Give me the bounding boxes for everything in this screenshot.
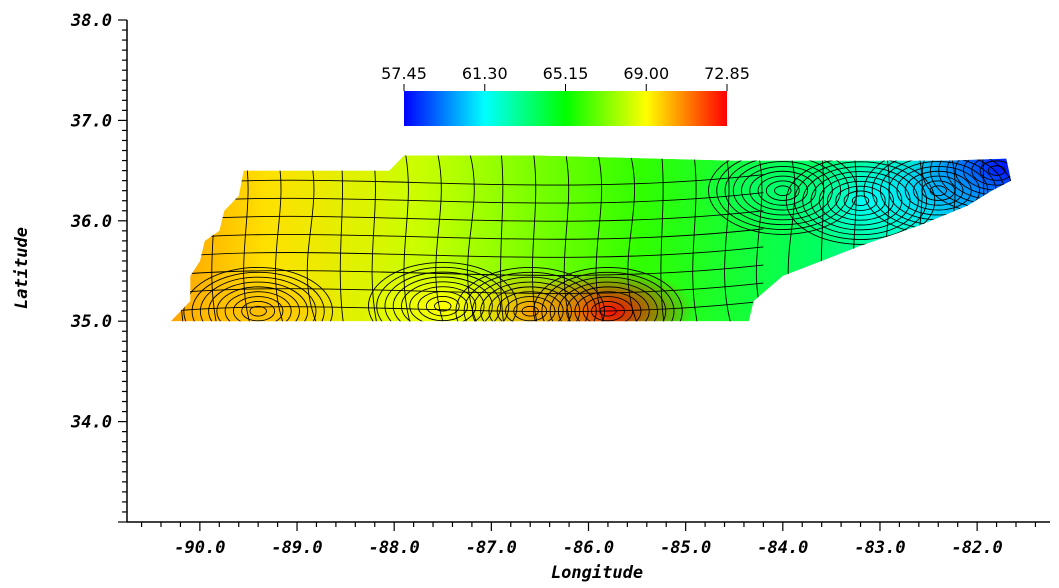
contour-ring: [249, 305, 267, 317]
contour-line: [563, 155, 572, 322]
contour-ring: [183, 266, 333, 322]
contour-ring: [367, 261, 518, 322]
contour-ring: [708, 155, 858, 235]
contour-line: [531, 155, 539, 322]
contour-ring: [732, 161, 833, 221]
contour-ring: [757, 175, 809, 206]
contour-ring: [741, 165, 825, 216]
x-axis-title: Longitude: [551, 563, 643, 583]
colorbar-tick-label: 69.00: [623, 64, 669, 83]
contour-ring: [376, 266, 510, 322]
contour-line: [170, 192, 764, 204]
contour-ring: [434, 300, 452, 312]
contour-ring: [827, 180, 895, 221]
y-tick-label: 38.0: [70, 11, 112, 31]
colorbar-tick-label: 65.15: [543, 64, 589, 83]
contour-ring: [425, 295, 460, 317]
contour-ring: [929, 185, 947, 196]
contour-ring: [191, 271, 325, 322]
x-axis-ticks: -90.0 -89.0 -88.0 -87.0 -86.0 -85.0 -84.0 -83.0…: [140, 522, 1037, 558]
colorbar-tick-label: 61.30: [462, 64, 508, 83]
x-tick-label: -90.0: [174, 538, 225, 558]
y-tick-label: 37.0: [70, 111, 112, 131]
contour-line: [435, 155, 445, 322]
colorbar-ticks: 57.45 61.30 65.15 69.00 72.85: [381, 64, 750, 91]
contour-line: [170, 264, 764, 276]
contour-ring: [913, 175, 964, 206]
contour-line: [595, 155, 606, 322]
contour-ring: [851, 195, 870, 207]
contour-line: [243, 155, 251, 322]
colorbar-tick-label: 57.45: [381, 64, 427, 83]
contour-line: [170, 228, 764, 240]
x-tick-label: -83.0: [854, 538, 905, 558]
y-tick-label: 34.0: [70, 413, 112, 433]
contour-line: [170, 300, 764, 312]
y-axis-ticks: 34.0 35.0 36.0 37.0 38.0: [70, 11, 127, 523]
y-tick-label: 36.0: [70, 212, 112, 232]
contour-ring: [241, 300, 276, 322]
contour-ring: [843, 190, 878, 211]
anomaly-blob: [695, 155, 871, 235]
contour-ring: [409, 286, 477, 322]
anomaly-blob: [170, 267, 346, 322]
contour-ring: [979, 160, 1012, 181]
x-tick-label: -85.0: [660, 538, 711, 558]
contour-line: [692, 155, 699, 322]
x-tick-label: -84.0: [757, 538, 808, 558]
y-axis-title: Latitude: [12, 227, 32, 309]
contour-ring: [199, 276, 317, 322]
contour-ring: [818, 175, 903, 226]
contour-line: [170, 246, 764, 258]
contour-line: [170, 282, 764, 294]
contour-ring: [384, 271, 502, 322]
contour-line: [306, 155, 319, 322]
contour-line: [274, 155, 285, 322]
contour-line: [467, 155, 479, 322]
contour-line: [170, 174, 764, 186]
contour-ring: [835, 185, 886, 216]
y-tick-label: 35.0: [70, 312, 112, 332]
temperature-field: [170, 155, 1012, 322]
contour-ring: [749, 170, 817, 211]
contour-line: [339, 155, 345, 322]
x-tick-label: -88.0: [369, 538, 420, 558]
colorbar-tick-label: 72.85: [704, 64, 750, 83]
x-tick-label: -87.0: [466, 538, 517, 558]
x-tick-label: -89.0: [271, 538, 322, 558]
colorbar-gradient: [404, 91, 727, 126]
x-tick-label: -82.0: [952, 538, 1003, 558]
contour-line: [371, 155, 378, 322]
contour-ring: [208, 281, 309, 322]
colorbar: 57.45 61.30 65.15 69.00 72.85: [381, 64, 750, 126]
contour-line: [724, 155, 732, 322]
contour-ring: [401, 281, 485, 322]
contour-ring: [904, 170, 972, 211]
contour-line: [170, 210, 764, 222]
contour-ring: [392, 276, 493, 322]
contour-ring: [232, 296, 284, 322]
x-tick-label: -86.0: [563, 538, 614, 558]
contour-ring: [716, 155, 850, 230]
contour-ring: [224, 291, 292, 322]
contour-ring: [216, 286, 300, 322]
contour-line: [627, 155, 639, 322]
contour-ring: [774, 185, 792, 196]
contour-ring: [802, 166, 919, 236]
contour-ring: [896, 165, 981, 216]
contour-line: [500, 155, 505, 322]
contour-line: [179, 155, 184, 322]
contour-ring: [765, 180, 800, 201]
